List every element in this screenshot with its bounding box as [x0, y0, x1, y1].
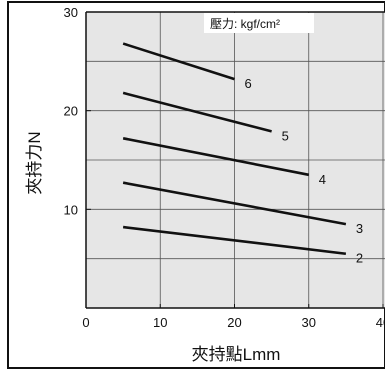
- series-label-6: 6: [245, 76, 252, 91]
- y-tick-label-10: 10: [64, 202, 78, 217]
- y-tick-label-30: 30: [64, 5, 78, 20]
- series-layer: 6 5 4 3 2: [122, 42, 363, 266]
- tick-layer: 0 10 20 30 40 10 20 30: [64, 5, 385, 330]
- series-line-4: [122, 137, 310, 177]
- legend-title-backdrop: [204, 13, 314, 33]
- series-label-5: 5: [282, 128, 289, 143]
- x-tick-label-10: 10: [153, 315, 167, 330]
- x-tick-label-20: 20: [227, 315, 241, 330]
- y-tick-label-20: 20: [64, 104, 78, 119]
- series-line-2: [122, 225, 347, 256]
- outer-border: [7, 1, 385, 369]
- x-axis-label: 夾持點Lmm: [192, 345, 281, 364]
- legend-title: 壓力: kgf/cm²: [210, 17, 280, 31]
- series-label-3: 3: [356, 221, 363, 236]
- series-line-3: [122, 181, 347, 226]
- x-tick-label-30: 30: [302, 315, 316, 330]
- series-label-4: 4: [319, 172, 326, 187]
- series-line-6: [122, 42, 235, 81]
- x-tick-label-0: 0: [82, 315, 89, 330]
- series-line-5: [122, 91, 272, 133]
- series-label-2: 2: [356, 251, 363, 266]
- x-tick-label-40: 40: [376, 315, 385, 330]
- y-axis-label: 夾持力N: [25, 131, 44, 194]
